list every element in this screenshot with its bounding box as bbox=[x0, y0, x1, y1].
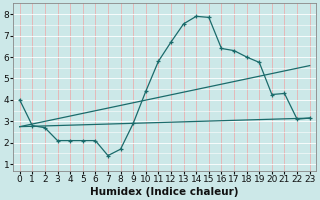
X-axis label: Humidex (Indice chaleur): Humidex (Indice chaleur) bbox=[91, 187, 239, 197]
